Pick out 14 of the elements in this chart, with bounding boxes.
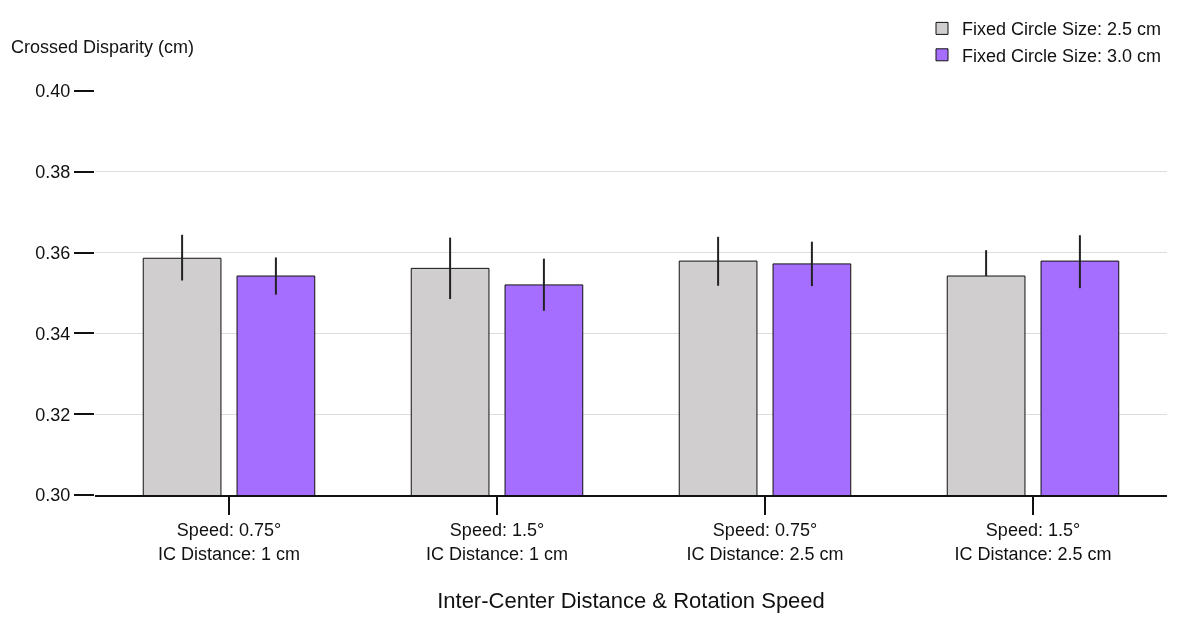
y-tick-label: 0.32 <box>35 404 71 425</box>
y-tick-label: 0.36 <box>35 242 71 263</box>
legend-label: Fixed Circle Size: 3.0 cm <box>962 45 1162 66</box>
x-tick-label: Speed: 1.5° IC Distance: 1 cm <box>425 520 569 564</box>
x-tick-label: Speed: 1.5° IC Distance: 2.5 cm <box>954 520 1112 564</box>
x-tick-label: Speed: 0.75° IC Distance: 1 cm <box>157 520 301 564</box>
x-axis-title: Inter-Center Distance & Rotation Speed <box>437 588 825 614</box>
y-tick-label: 0.40 <box>35 81 71 102</box>
legend-label: Fixed Circle Size: 2.5 cm <box>962 19 1162 40</box>
x-tick-label: Speed: 0.75° IC Distance: 2.5 cm <box>686 520 844 564</box>
y-tick-label: 0.30 <box>35 485 71 506</box>
y-axis-title: Crossed Disparity (cm) <box>11 37 195 57</box>
y-tick-label: 0.38 <box>35 162 71 183</box>
y-tick-label: 0.34 <box>35 323 71 344</box>
